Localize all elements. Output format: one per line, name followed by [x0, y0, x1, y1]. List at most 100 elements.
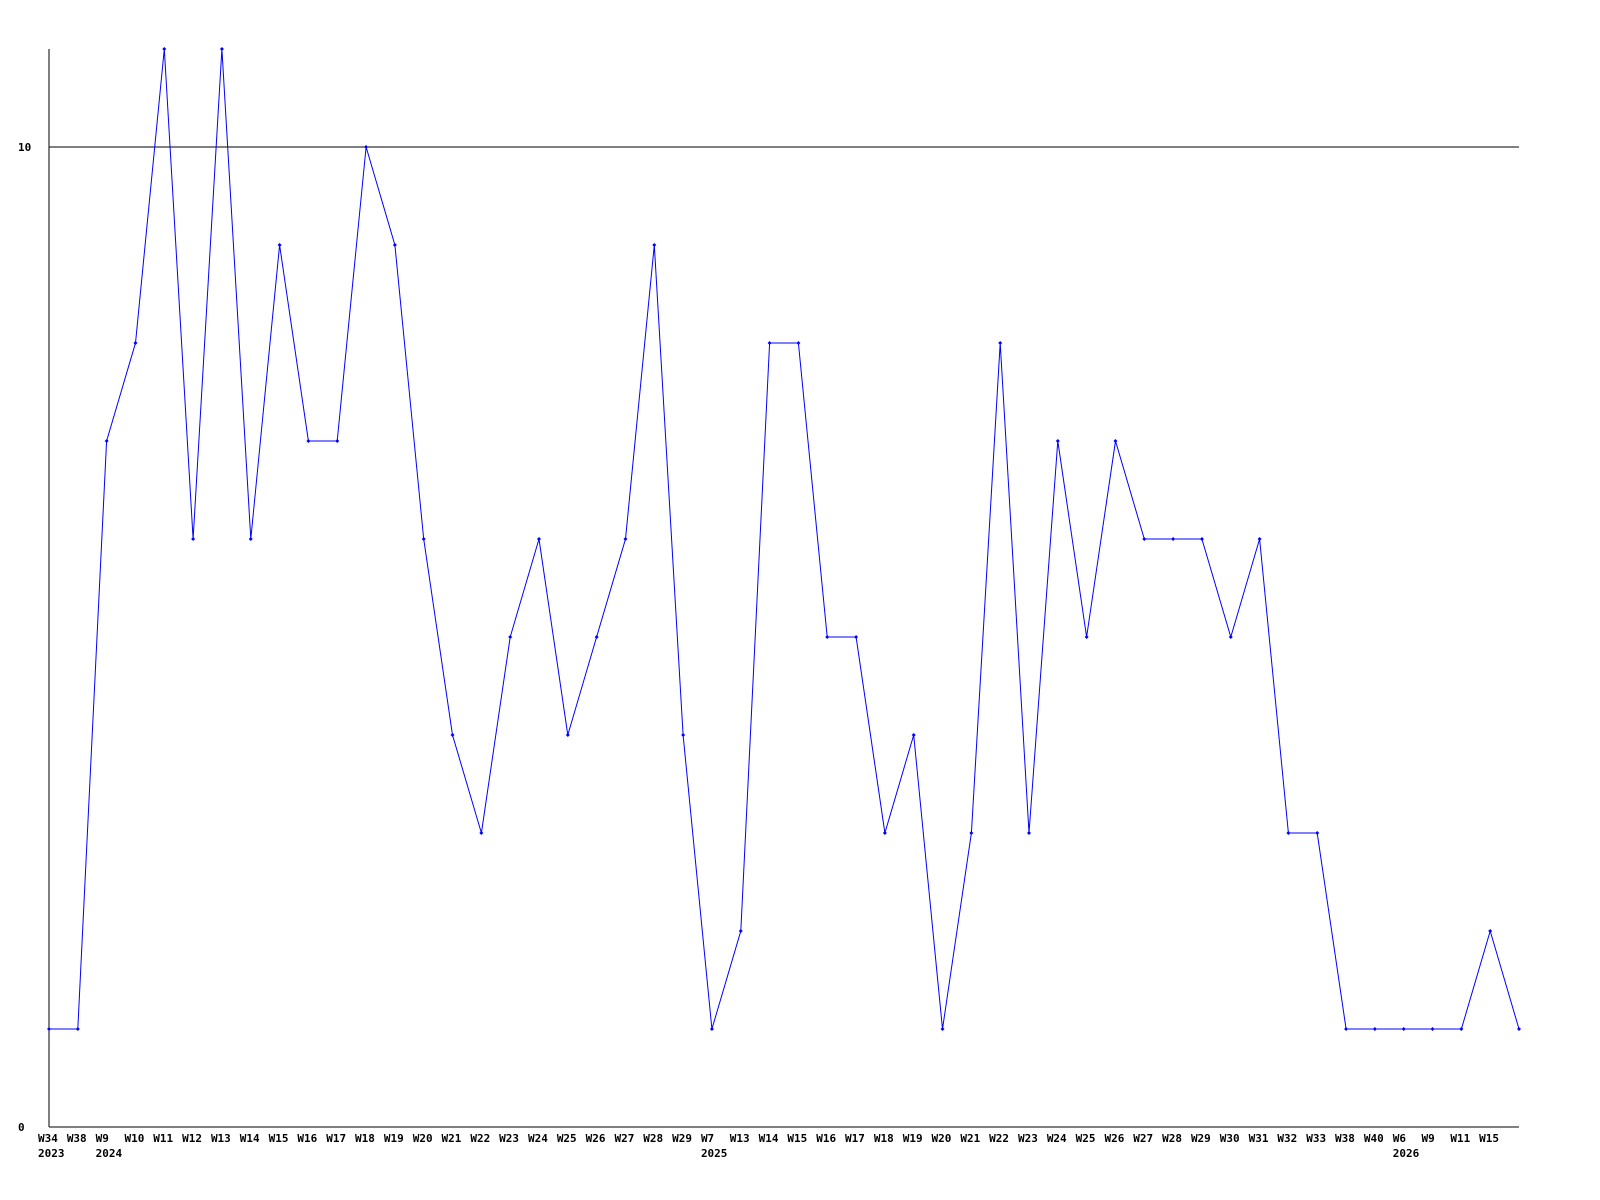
x-year-label: 2023 — [38, 1147, 65, 1160]
data-point — [1430, 1027, 1435, 1031]
data-point — [911, 733, 916, 737]
data-point — [998, 341, 1003, 345]
x-tick-label: W17 — [326, 1132, 346, 1145]
data-point — [450, 733, 455, 737]
x-tick-label: W28 — [1162, 1132, 1182, 1145]
data-point — [537, 537, 541, 541]
x-tick-label: W9 — [1422, 1132, 1435, 1145]
data-point — [248, 537, 253, 541]
data-point — [854, 635, 859, 639]
x-tick-label: W7 — [701, 1132, 714, 1145]
data-point — [796, 341, 801, 345]
data-point — [364, 145, 369, 149]
data-point — [219, 47, 224, 51]
x-tick-label: W9 — [96, 1132, 109, 1145]
x-tick-label: W29 — [672, 1132, 692, 1145]
data-point — [1113, 439, 1118, 443]
x-tick-label: W15 — [1479, 1132, 1499, 1145]
x-tick-label: W19 — [384, 1132, 404, 1145]
data-point — [1315, 831, 1320, 835]
data-point — [421, 537, 426, 541]
data-point — [623, 537, 628, 541]
data-point — [47, 1027, 51, 1031]
x-tick-label: W6 — [1393, 1132, 1407, 1145]
x-tick-label: W19 — [903, 1132, 923, 1145]
x-tick-label: W22 — [470, 1132, 490, 1145]
x-tick-label: W32 — [1277, 1132, 1297, 1145]
x-tick-label: W34 — [38, 1132, 58, 1145]
data-point — [1488, 929, 1493, 933]
data-point — [1055, 439, 1060, 443]
data-point — [882, 831, 887, 835]
x-tick-label: W28 — [643, 1132, 663, 1145]
x-tick-label: W11 — [153, 1132, 173, 1145]
data-point — [594, 635, 599, 639]
data-point — [969, 831, 974, 835]
x-tick-label: W22 — [989, 1132, 1009, 1145]
x-tick-label: W20 — [932, 1132, 952, 1145]
x-tick-label: W23 — [1018, 1132, 1038, 1145]
data-point — [1459, 1027, 1464, 1031]
series-line — [49, 48, 1520, 1030]
x-tick-label: W27 — [1133, 1132, 1153, 1145]
data-point — [1517, 1027, 1521, 1031]
x-tick-label: W14 — [240, 1132, 260, 1145]
data-point — [767, 341, 772, 345]
x-tick-label: W31 — [1249, 1132, 1269, 1145]
data-point — [1228, 635, 1233, 639]
data-point — [133, 341, 138, 345]
x-tick-label: W18 — [874, 1132, 894, 1145]
x-tick-label: W21 — [960, 1132, 980, 1145]
x-year-label: 2026 — [1393, 1147, 1420, 1160]
x-tick-label: W38 — [67, 1132, 87, 1145]
x-tick-label: W15 — [269, 1132, 289, 1145]
data-point — [479, 831, 484, 835]
data-point — [825, 635, 830, 639]
data-point — [104, 439, 109, 443]
x-tick-label: W26 — [586, 1132, 606, 1145]
y-tick-label-0: 0 — [18, 1121, 25, 1134]
data-point — [1084, 635, 1089, 639]
x-tick-label: W15 — [787, 1132, 807, 1145]
x-tick-label: W29 — [1191, 1132, 1211, 1145]
data-point — [392, 243, 397, 247]
data-point — [162, 47, 167, 51]
x-tick-label: W16 — [816, 1132, 836, 1145]
x-tick-label: W24 — [1047, 1132, 1067, 1145]
data-point — [277, 243, 282, 247]
data-point — [1199, 537, 1204, 541]
data-point — [1257, 537, 1262, 541]
x-tick-label: W25 — [1076, 1132, 1096, 1145]
data-point — [652, 243, 657, 247]
x-tick-label: W27 — [614, 1132, 634, 1145]
data-point — [738, 929, 743, 933]
x-tick-label: W16 — [297, 1132, 317, 1145]
x-tick-label: W40 — [1364, 1132, 1384, 1145]
x-year-label: 2024 — [96, 1147, 123, 1160]
data-point — [1027, 831, 1031, 835]
data-point — [940, 1027, 945, 1031]
x-tick-label: W12 — [182, 1132, 202, 1145]
x-tick-label: W13 — [730, 1132, 750, 1145]
data-point — [1372, 1027, 1377, 1031]
y-tick-label-10: 10 — [18, 141, 31, 154]
x-tick-label: W11 — [1450, 1132, 1470, 1145]
x-tick-label: W38 — [1335, 1132, 1355, 1145]
x-tick-label: W26 — [1104, 1132, 1124, 1145]
x-tick-label: W20 — [413, 1132, 433, 1145]
data-point — [709, 1027, 714, 1031]
data-point — [1171, 537, 1176, 541]
x-tick-label: W21 — [442, 1132, 462, 1145]
data-point — [1344, 1027, 1349, 1031]
x-year-label: 2025 — [701, 1147, 728, 1160]
data-point — [191, 537, 196, 541]
data-point — [75, 1027, 80, 1031]
data-point — [306, 439, 311, 443]
data-point — [1286, 831, 1291, 835]
data-point — [681, 733, 686, 737]
x-tick-label: W24 — [528, 1132, 548, 1145]
data-point — [565, 733, 570, 737]
x-tick-label: W17 — [845, 1132, 865, 1145]
x-tick-label: W23 — [499, 1132, 519, 1145]
